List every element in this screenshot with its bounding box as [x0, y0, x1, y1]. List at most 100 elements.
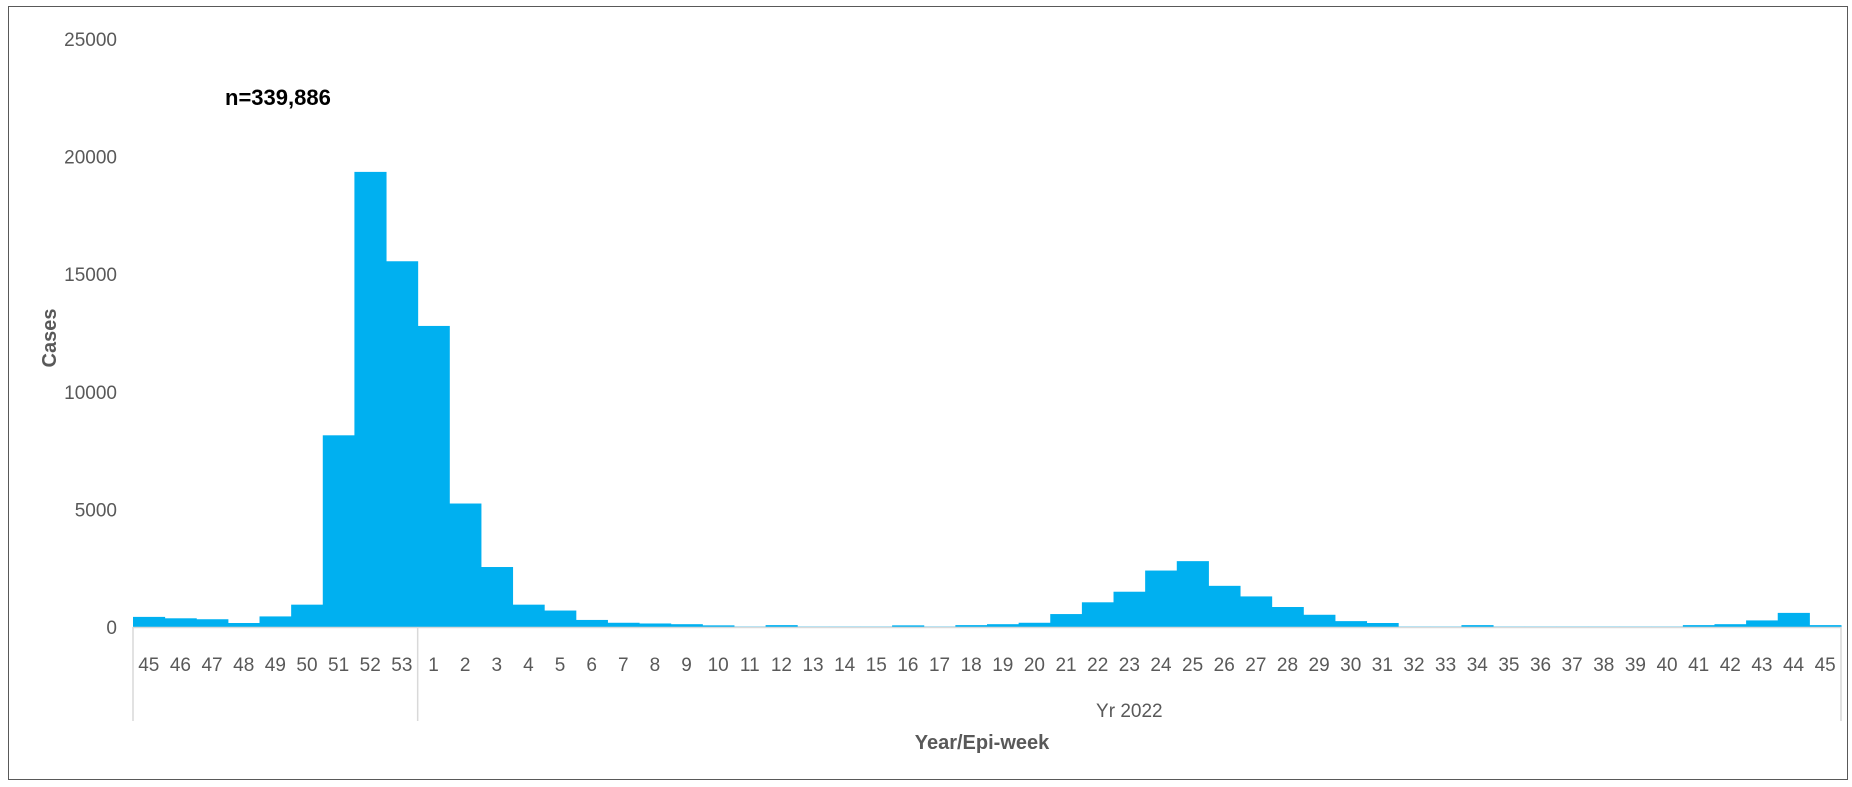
- bar: [386, 261, 419, 627]
- bar: [1366, 623, 1399, 627]
- x-tick-label: 45: [138, 655, 159, 676]
- x-tick-label: 43: [1751, 655, 1772, 676]
- bar: [1461, 625, 1494, 627]
- bar: [1208, 585, 1241, 627]
- x-tick-label: 26: [1214, 655, 1235, 676]
- total-cases-annotation: n=339,886: [225, 85, 331, 110]
- group-label: Yr 2022: [1096, 701, 1163, 722]
- bar: [1113, 591, 1146, 627]
- x-tick-label: 10: [708, 655, 729, 676]
- x-tick-label: 16: [897, 655, 918, 676]
- bar: [291, 604, 324, 627]
- bar: [1682, 625, 1715, 627]
- x-tick-label: 35: [1498, 655, 1519, 676]
- bar: [1176, 561, 1209, 627]
- x-tick-label: 29: [1309, 655, 1330, 676]
- x-tick-label: 18: [961, 655, 982, 676]
- x-tick-label: 3: [491, 655, 502, 676]
- x-tick-label: 14: [834, 655, 856, 676]
- x-tick-label: 28: [1277, 655, 1298, 676]
- x-tick-label: 23: [1119, 655, 1140, 676]
- bar: [164, 618, 197, 627]
- y-tick-label: 20000: [64, 148, 117, 169]
- x-tick-label: 5: [555, 655, 566, 676]
- x-tick-label: 52: [360, 655, 381, 676]
- x-tick-label: 37: [1562, 655, 1583, 676]
- y-tick-label: 15000: [64, 265, 117, 286]
- bar: [955, 625, 988, 627]
- x-tick-label: 4: [523, 655, 534, 676]
- x-tick-label: 25: [1182, 655, 1203, 676]
- bar: [354, 171, 387, 627]
- x-tick-label: 17: [929, 655, 950, 676]
- x-tick-label: 33: [1435, 655, 1456, 676]
- y-tick-label: 25000: [64, 30, 117, 51]
- x-tick-label: 51: [328, 655, 349, 676]
- bar: [1018, 622, 1051, 627]
- x-tick-label: 22: [1087, 655, 1108, 676]
- bar: [544, 610, 577, 627]
- bar: [1145, 570, 1178, 627]
- bar: [575, 619, 608, 627]
- bar: [1271, 607, 1304, 627]
- bar: [259, 616, 292, 627]
- x-tick-label: 46: [170, 655, 191, 676]
- bar: [133, 616, 166, 627]
- x-tick-label: 47: [201, 655, 222, 676]
- bar: [1777, 612, 1810, 627]
- x-tick-label: 27: [1245, 655, 1266, 676]
- bar: [987, 624, 1020, 627]
- x-axis-ticks: 45 46 47 48 49 50 51 52 53 1 2 3 4 5 6 7 8 9 10 11 12 13 14 15 1…: [138, 655, 1836, 676]
- x-tick-label: 39: [1625, 655, 1646, 676]
- bar: [1746, 620, 1779, 627]
- bar: [227, 623, 261, 627]
- x-tick-label: 8: [650, 655, 661, 676]
- x-tick-label: 2: [460, 655, 471, 676]
- y-tick-label: 10000: [64, 383, 117, 404]
- x-tick-label: 41: [1688, 655, 1709, 676]
- bar: [449, 503, 482, 627]
- bar: [196, 619, 229, 627]
- x-tick-label: 32: [1403, 655, 1424, 676]
- x-tick-label: 11: [740, 655, 760, 676]
- bar: [1334, 621, 1368, 627]
- bar: [1714, 624, 1747, 627]
- x-tick-label: 44: [1783, 655, 1805, 676]
- bar: [639, 623, 672, 627]
- x-tick-label: 30: [1340, 655, 1361, 676]
- x-tick-label: 6: [586, 655, 597, 676]
- x-tick-label: 9: [681, 655, 692, 676]
- x-tick-label: 38: [1593, 655, 1614, 676]
- x-tick-label: 48: [233, 655, 254, 676]
- x-tick-label: 20: [1024, 655, 1045, 676]
- bar: [670, 624, 703, 627]
- x-tick-label: 19: [992, 655, 1013, 676]
- x-tick-label: 45: [1815, 655, 1836, 676]
- bar: [1303, 614, 1336, 627]
- x-tick-label: 42: [1720, 655, 1741, 676]
- bar: [1050, 614, 1083, 627]
- x-tick-label: 7: [618, 655, 629, 676]
- bar: [607, 622, 640, 627]
- x-axis-groups: Yr 2022: [132, 627, 1842, 722]
- x-tick-label: 15: [866, 655, 887, 676]
- bar: [1081, 602, 1115, 627]
- y-tick-label: 5000: [75, 500, 117, 521]
- x-tick-label: 1: [428, 655, 439, 676]
- x-tick-label: 13: [802, 655, 823, 676]
- bar: [1809, 625, 1842, 627]
- x-axis-title: Year/Epi-week: [915, 732, 1050, 754]
- x-tick-label: 31: [1372, 655, 1393, 676]
- x-tick-label: 24: [1150, 655, 1172, 676]
- y-axis-ticks: 0 5000 10000 15000 20000 25000: [64, 30, 117, 639]
- x-tick-label: 21: [1055, 655, 1076, 676]
- bar: [322, 435, 355, 627]
- x-tick-label: 12: [771, 655, 792, 676]
- x-tick-label: 50: [296, 655, 317, 676]
- x-tick-label: 40: [1656, 655, 1677, 676]
- y-tick-label: 0: [106, 618, 117, 639]
- bar: [765, 625, 798, 627]
- x-tick-label: 34: [1467, 655, 1489, 676]
- bar: [512, 604, 545, 627]
